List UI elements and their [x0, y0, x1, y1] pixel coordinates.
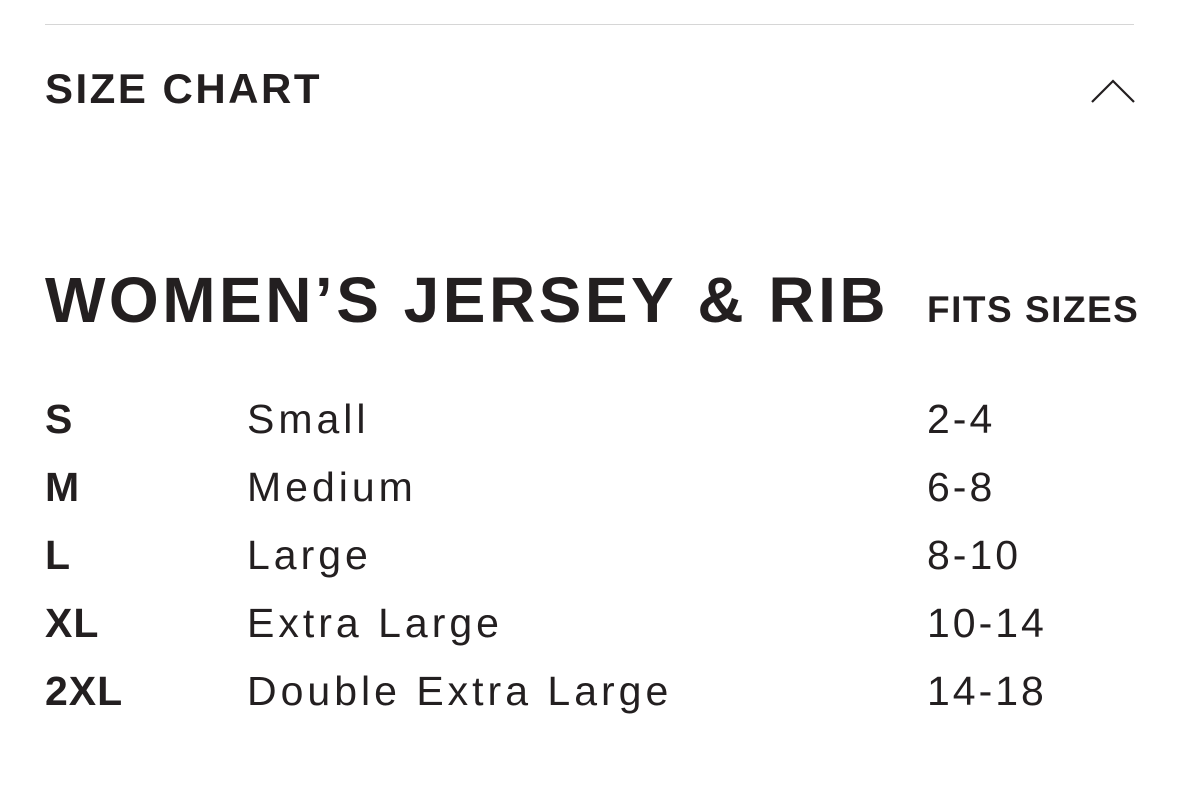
size-fits: 10-14	[927, 600, 1047, 646]
chart-title: WOMEN’S JERSEY & RIB	[45, 264, 890, 336]
size-fits: 14-18	[927, 668, 1047, 714]
size-code: L	[45, 532, 72, 578]
size-fits: 2-4	[927, 396, 996, 442]
size-name: Small	[247, 396, 370, 442]
size-name: Large	[247, 532, 372, 578]
chevron-up-icon[interactable]	[1090, 76, 1136, 106]
size-code: 2XL	[45, 668, 124, 714]
table-row: 2XL Double Extra Large 14-18	[0, 657, 1179, 725]
size-code: M	[45, 464, 81, 510]
fits-sizes-header: FITS SIZES	[927, 289, 1140, 330]
table-row: M Medium 6-8	[0, 453, 1179, 521]
table-row: XL Extra Large 10-14	[0, 589, 1179, 657]
table-row: L Large 8-10	[0, 521, 1179, 589]
size-code: XL	[45, 600, 100, 646]
table-row: S Small 2-4	[0, 385, 1179, 453]
size-chart-heading[interactable]: SIZE CHART	[45, 65, 322, 112]
size-name: Double Extra Large	[247, 668, 673, 714]
size-name: Medium	[247, 464, 417, 510]
size-fits: 8-10	[927, 532, 1022, 578]
top-divider	[45, 24, 1134, 25]
size-name: Extra Large	[247, 600, 503, 646]
size-fits: 6-8	[927, 464, 996, 510]
size-code: S	[45, 396, 74, 442]
